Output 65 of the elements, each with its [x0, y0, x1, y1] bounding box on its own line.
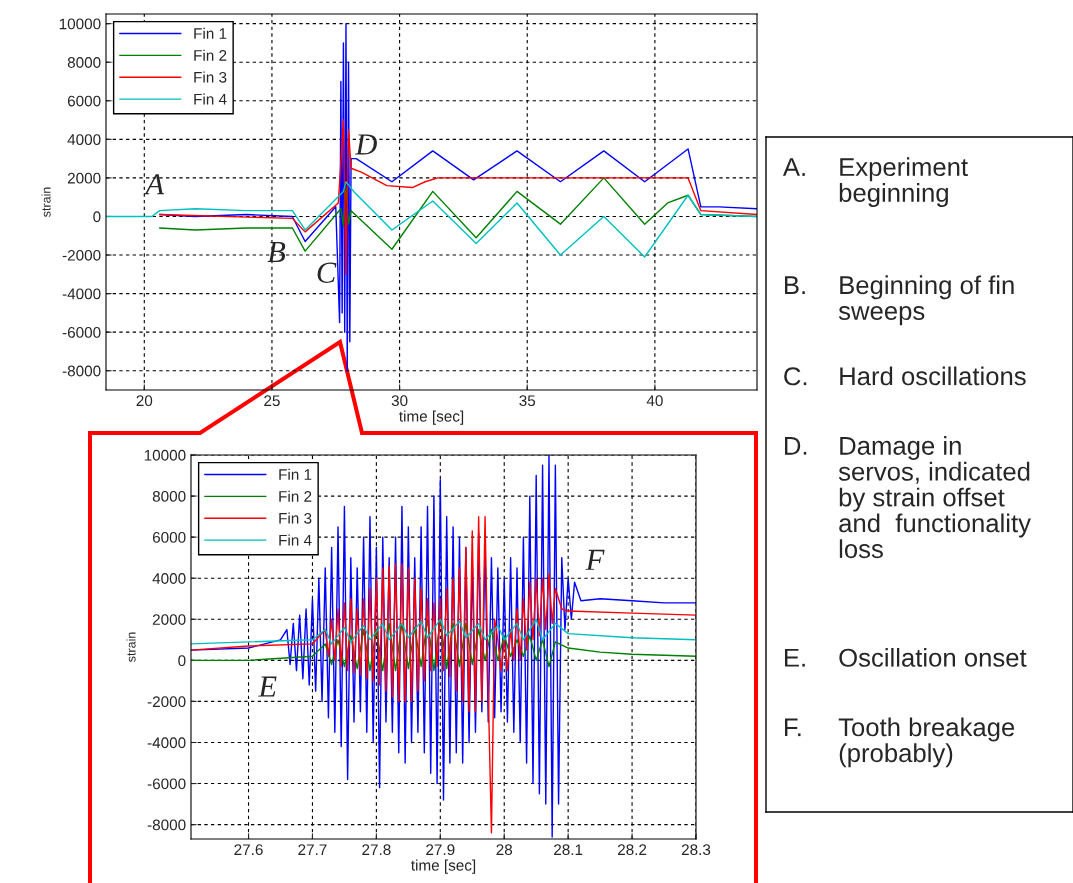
x-tick-label: 25 [264, 395, 280, 407]
x-tick-label: 20 [136, 395, 153, 407]
x-tick-label: 27.8 [362, 844, 391, 856]
x-tick-label: 27.6 [234, 844, 263, 856]
line-series [191, 618, 696, 645]
annotation: C [317, 262, 337, 283]
legend-label: Fin 1 [194, 27, 227, 39]
text: Experiment beginning [839, 157, 968, 208]
y-tick-label: 8000 [152, 490, 186, 502]
legend-label: Fin 4 [194, 93, 227, 105]
text: C. [784, 367, 807, 386]
x-tick-label: 30 [391, 395, 408, 407]
y-tick-label: -6000 [147, 778, 186, 790]
annotation: F [585, 549, 605, 570]
y-tick-label: -4000 [147, 737, 186, 749]
y-tick-label: 10000 [59, 18, 101, 30]
y-tick-label: -2000 [147, 696, 186, 708]
text: E. [784, 648, 805, 667]
annotation: A [143, 174, 165, 195]
x-axis-title: time [sec] [399, 410, 464, 425]
legend-label: Fin 2 [279, 490, 312, 502]
text: Beginning of fin sweeps [838, 275, 1014, 326]
x-axis-title: time [sec] [411, 859, 476, 874]
y-tick-label: 2000 [67, 172, 101, 184]
text: A. [782, 158, 805, 176]
annotation: E [258, 676, 277, 697]
legend-label: Fin 1 [279, 468, 312, 480]
x-tick-label: 27.7 [298, 844, 327, 855]
legend-label: Fin 3 [279, 512, 312, 524]
y-tick-label: -6000 [62, 327, 101, 338]
y-tick-label: 4000 [67, 134, 101, 146]
x-tick-label: 27.9 [426, 844, 455, 856]
annotation: B [267, 241, 286, 263]
text: Damage in servos, indicated by strain offset and functionality loss [838, 436, 1031, 559]
y-tick-label: -8000 [62, 365, 101, 377]
x-tick-label: 28 [496, 844, 513, 856]
text: Tooth breakage (probably) [838, 717, 1015, 768]
text: D. [784, 436, 807, 455]
x-tick-label: 28.3 [681, 844, 711, 856]
y-tick-label: 6000 [152, 532, 186, 543]
x-tick-label: 28.2 [617, 844, 647, 856]
y-tick-label: 6000 [67, 95, 101, 107]
y-tick-label: 0 [93, 211, 101, 223]
y-tick-label: 8000 [67, 57, 101, 68]
x-tick-label: 40 [646, 395, 663, 407]
legend-label: Fin 2 [194, 49, 227, 61]
y-tick-label: -4000 [62, 288, 101, 300]
y-axis-title: strain [126, 632, 136, 662]
text: Hard oscillations [840, 366, 1026, 386]
y-tick-label: 0 [178, 655, 186, 667]
line-series [191, 618, 696, 672]
text: Oscillation onset [839, 647, 1027, 667]
text: B. [784, 276, 805, 294]
annotation: D [355, 134, 377, 155]
y-axis-title: strain [41, 187, 51, 217]
x-tick-label: 28.1 [554, 844, 583, 856]
y-tick-label: 4000 [152, 573, 186, 584]
text: F. [784, 718, 801, 737]
legend-label: Fin 4 [279, 534, 312, 546]
y-tick-label: 10000 [144, 449, 186, 461]
y-tick-label: 2000 [152, 614, 186, 625]
y-tick-label: -8000 [147, 819, 186, 831]
legend-label: Fin 3 [194, 71, 227, 83]
y-tick-label: -2000 [62, 249, 101, 261]
x-tick-label: 35 [519, 395, 536, 407]
